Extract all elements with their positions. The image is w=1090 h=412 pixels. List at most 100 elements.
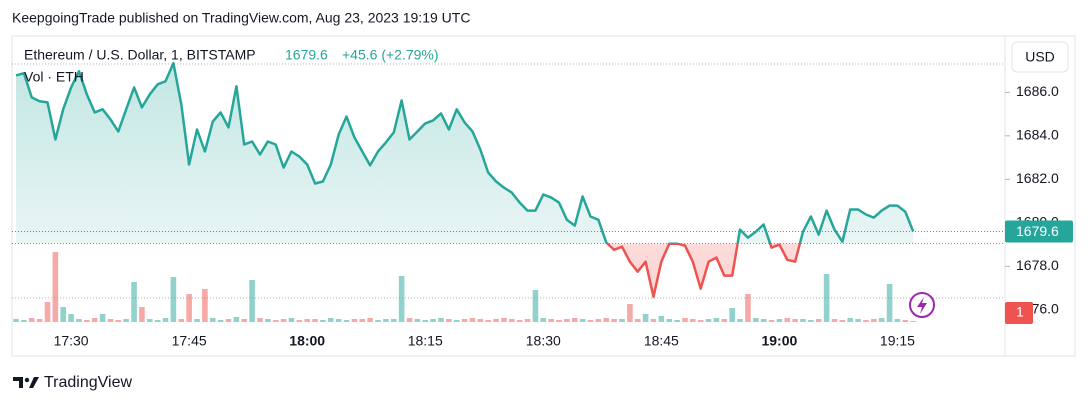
x-tick-label: 18:15: [408, 333, 443, 349]
volume-bar: [800, 319, 806, 322]
volume-bar: [642, 314, 649, 322]
volume-bar: [91, 318, 98, 322]
volume-tag: [1005, 302, 1033, 324]
volume-bar: [823, 274, 830, 322]
volume-bar: [383, 319, 389, 322]
volume-bar: [76, 319, 82, 322]
x-tick-label: 19:15: [880, 333, 915, 349]
volume-bar: [871, 319, 877, 322]
volume-bar: [548, 319, 554, 322]
volume-bar: [587, 320, 594, 322]
volume-bar: [713, 318, 720, 322]
volume-bar: [902, 320, 909, 322]
volume-layer: [13, 252, 916, 322]
volume-bar: [894, 319, 901, 322]
volume-bar: [21, 320, 27, 322]
line-up-group: [15, 61, 915, 244]
volume-bar: [225, 319, 232, 322]
series-layer: [12, 61, 1005, 298]
volume-bar: [595, 319, 602, 322]
volume-bar: [367, 318, 373, 322]
volume-bar: [619, 319, 625, 322]
volume-bar: [123, 319, 129, 322]
volume-bar: [233, 317, 240, 322]
volume-bar: [52, 252, 59, 322]
volume-label: Vol · ETH: [24, 69, 84, 85]
volume-bar: [579, 319, 586, 322]
volume-bar: [674, 320, 680, 322]
volume-bar: [666, 319, 673, 322]
volume-bar: [509, 319, 515, 322]
volume-bar: [272, 320, 279, 322]
volume-bar: [815, 319, 822, 322]
volume-bar: [249, 280, 255, 322]
volume-bar: [556, 320, 562, 322]
volume-bar: [863, 320, 869, 322]
volume-bar: [406, 318, 413, 322]
volume-bar: [650, 319, 657, 322]
volume-bar: [477, 319, 484, 322]
volume-bar: [540, 318, 547, 322]
currency-box[interactable]: [1011, 41, 1069, 73]
volume-bar: [721, 319, 728, 322]
price-axis: 1676.01678.01680.01682.01684.01686.017:3…: [54, 83, 1073, 349]
volume-bar: [745, 294, 751, 322]
volume-bar: [257, 318, 263, 322]
price-line: [15, 61, 915, 244]
volume-bar: [855, 319, 861, 322]
volume-bar: [658, 316, 665, 322]
x-tick-label: 19:00: [761, 333, 797, 349]
brand: TradingView: [44, 374, 132, 391]
volume-bar: [847, 318, 854, 322]
volume-bar: [634, 319, 641, 322]
volume-bar: [186, 294, 192, 322]
symbol: Ethereum / U.S. Dollar, 1, BITSTAMP: [24, 47, 256, 63]
volume-bar: [343, 320, 350, 322]
volume-bar: [312, 319, 318, 322]
x-tick-label: 17:45: [172, 333, 207, 349]
volume-bar: [737, 319, 743, 322]
price-tag: [1005, 220, 1073, 243]
volume-bar: [359, 319, 366, 322]
volume-bar: [99, 314, 106, 322]
volume-bar: [335, 319, 342, 322]
volume-bar: [146, 319, 153, 322]
volume-bar: [469, 318, 476, 322]
frame: [11, 35, 1076, 357]
volume-bar: [705, 319, 712, 322]
volume-bar: [296, 320, 303, 322]
volume-bar: [760, 319, 767, 322]
logo: [13, 377, 39, 388]
y-tick-label: 1682.0: [1016, 170, 1059, 186]
volume-bar: [768, 320, 775, 322]
volume-bar: [752, 318, 759, 322]
volume-bar: [202, 289, 208, 322]
volume-bar: [36, 319, 43, 322]
volume-bar: [265, 319, 271, 322]
x-tick-label: 18:30: [526, 333, 561, 349]
volume-bar: [776, 319, 783, 322]
volume-bar: [304, 319, 310, 322]
volume-bar: [682, 318, 688, 322]
volume-bar: [115, 320, 122, 322]
volume-bar: [170, 277, 177, 322]
volume-bar: [390, 319, 397, 322]
volume-tag-label: 1: [1016, 304, 1024, 320]
volume-bar: [690, 319, 696, 322]
volume-bar: [516, 320, 523, 322]
currency[interactable]: USD: [1025, 49, 1055, 65]
volume-bar: [438, 318, 444, 322]
volume-bar: [139, 307, 145, 322]
volume-bar: [107, 319, 114, 322]
volume-bar: [839, 320, 846, 322]
volume-bar: [461, 319, 468, 322]
volume-bar: [501, 318, 507, 322]
volume-bar: [627, 304, 633, 322]
volume-bar: [422, 320, 429, 322]
volume-bar: [611, 319, 617, 322]
header: KeepgoingTrade published on TradingView.…: [12, 10, 470, 26]
volume-bar: [288, 318, 295, 322]
volume-bar: [886, 284, 893, 322]
event-bolt: [917, 297, 927, 314]
